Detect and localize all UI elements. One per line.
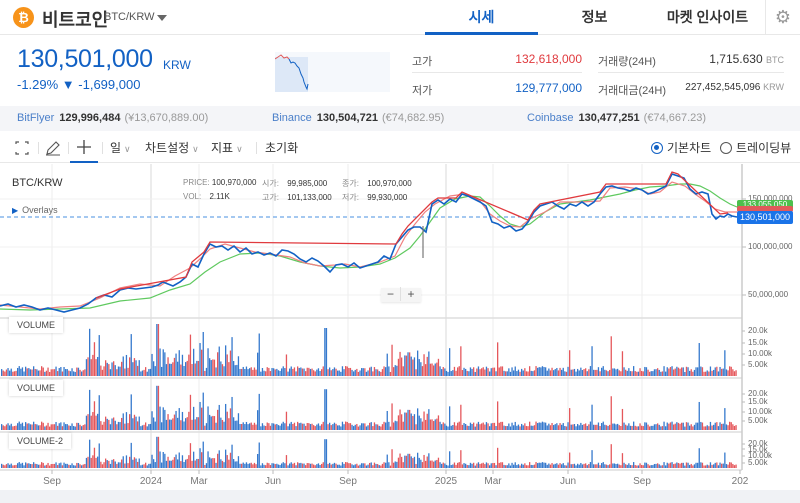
volume-panel-label[interactable]: VOLUME-2 bbox=[9, 433, 72, 449]
reset-button[interactable]: 초기화 bbox=[265, 141, 299, 155]
vol-axis-label: 20.0k bbox=[748, 326, 768, 335]
ohlc-close: 종가: 100,970,000 bbox=[342, 179, 412, 188]
coin-pair[interactable]: BTC/KRW bbox=[104, 11, 155, 23]
ohlc-volume: VOL: 2.11K bbox=[183, 192, 230, 201]
vol-axis-label: 5.00k bbox=[748, 416, 768, 425]
vol-axis-label: 10.00k bbox=[748, 407, 773, 416]
y-axis-label: 100,000,000 bbox=[748, 242, 793, 251]
mini-chart bbox=[274, 52, 390, 92]
exchange-prices: BitFlyer 129,996,484 (¥13,670,889.00) Bina… bbox=[0, 106, 800, 131]
x-axis-label: Sep bbox=[43, 476, 61, 487]
zoom-in-button[interactable]: + bbox=[407, 287, 415, 301]
ma-short-tag bbox=[737, 206, 793, 212]
price-panel: 130,501,000 KRW -1.29% ▼ -1,699,000 고가 1… bbox=[0, 35, 800, 105]
separator bbox=[68, 142, 69, 154]
exchange-bitflyer: BitFlyer 129,996,484 (¥13,670,889.00) bbox=[17, 112, 209, 124]
chevron-down-icon[interactable] bbox=[157, 15, 167, 21]
interval-dropdown[interactable]: 일 ∨ bbox=[110, 141, 131, 155]
price-chart[interactable]: BTC/KRW PRICE: 100,970,000 VOL: 2.11K 시가… bbox=[0, 164, 800, 490]
chart-pair-label: BTC/KRW bbox=[12, 177, 63, 189]
exchange-binance: Binance 130,504,721 (€74,682.95) bbox=[272, 112, 445, 124]
chart-settings-dropdown[interactable]: 차트설정 ∨ bbox=[145, 141, 199, 155]
current-price-tag: 130,501,000 bbox=[737, 211, 793, 224]
ma-price-tag: 133,055,050 bbox=[737, 200, 793, 210]
volume-bars bbox=[1, 324, 737, 376]
x-axis-label: 2024 bbox=[139, 476, 163, 487]
x-axis-label: Jun bbox=[559, 476, 577, 487]
vol-axis-label: 20.0k bbox=[748, 439, 768, 448]
y-axis-label: 50,000,000 bbox=[748, 290, 789, 299]
volume-panel-label[interactable]: VOLUME bbox=[9, 317, 64, 333]
high-value: 132,618,000 bbox=[515, 52, 582, 66]
vol-axis-label: 15.0k bbox=[748, 445, 768, 454]
fullscreen-icon[interactable] bbox=[14, 133, 32, 163]
pencil-icon[interactable] bbox=[44, 133, 62, 163]
crosshair-icon[interactable] bbox=[70, 133, 98, 163]
amount-label: 거래대금(24H) bbox=[598, 85, 666, 97]
volume-bars bbox=[1, 385, 737, 430]
header: ₿ 비트코인 BTC/KRW 시세 정보 마켓 인사이트 ⚙ bbox=[0, 0, 800, 35]
radio-tradingview[interactable]: 트레이딩뷰 bbox=[720, 133, 791, 163]
separator bbox=[102, 142, 103, 154]
volume-value: 1,715.630 BTC bbox=[709, 52, 784, 66]
vol-axis-label: 10.00k bbox=[748, 349, 773, 358]
current-price: 130,501,000 bbox=[17, 45, 153, 73]
amount-value: 227,452,545,096 KRW bbox=[685, 82, 784, 93]
tab-price[interactable]: 시세 bbox=[425, 0, 538, 35]
coin-name[interactable]: 비트코인 bbox=[42, 10, 109, 30]
triangle-right-icon: ▶ bbox=[12, 206, 19, 215]
radio-icon bbox=[720, 142, 732, 154]
vol-axis-label: 15.0k bbox=[748, 338, 768, 347]
x-axis-label: Mar bbox=[190, 476, 208, 487]
price-change: -1.29% ▼ -1,699,000 bbox=[17, 77, 141, 92]
ohlc-low: 저가: 99,930,000 bbox=[342, 193, 408, 202]
vol-axis-label: 5.00k bbox=[748, 360, 768, 369]
gear-icon[interactable]: ⚙ bbox=[765, 0, 800, 35]
zoom-control: − + bbox=[381, 287, 421, 302]
radio-icon bbox=[651, 142, 663, 154]
chart-toolbar: 일 ∨ 차트설정 ∨ 지표 ∨ 초기화 기본차트 트레이딩뷰 bbox=[0, 133, 800, 163]
divider bbox=[412, 72, 582, 73]
tab-info[interactable]: 정보 bbox=[581, 9, 608, 25]
zoom-out-button[interactable]: − bbox=[381, 287, 401, 301]
overlays-toggle[interactable]: ▶ Overlays bbox=[12, 205, 58, 215]
y-axis-label: 150,000,000 bbox=[748, 194, 793, 203]
vol-axis-label: 20.0k bbox=[748, 389, 768, 398]
exchange-coinbase: Coinbase 130,477,251 (€74,667.23) bbox=[527, 112, 707, 124]
ohlc-open: 시가: 99,985,000 bbox=[262, 179, 328, 188]
divider bbox=[598, 72, 784, 73]
separator bbox=[38, 142, 39, 154]
volume-panel-label[interactable]: VOLUME bbox=[9, 380, 64, 396]
ohlc-price: PRICE: 100,970,000 bbox=[183, 178, 257, 187]
bitcoin-icon: ₿ bbox=[13, 7, 34, 28]
vol-axis-label: 5.00k bbox=[748, 458, 768, 467]
ohlc-high: 고가: 101,133,000 bbox=[262, 193, 332, 202]
price-unit: KRW bbox=[163, 58, 191, 72]
radio-basic-chart[interactable]: 기본차트 bbox=[651, 133, 711, 163]
volume-bars bbox=[1, 436, 737, 468]
vol-axis-label: 10.00k bbox=[748, 451, 773, 460]
vol-axis-label: 15.0k bbox=[748, 397, 768, 406]
x-axis-label: 2025 bbox=[434, 476, 458, 487]
low-label: 저가 bbox=[412, 85, 433, 97]
x-axis-label: Sep bbox=[339, 476, 357, 487]
separator bbox=[256, 142, 257, 154]
high-label: 고가 bbox=[412, 56, 433, 68]
x-axis-label: Mar bbox=[484, 476, 502, 487]
x-axis-label: 202 bbox=[731, 476, 749, 487]
chart-canvas[interactable] bbox=[0, 164, 800, 490]
bottom-bar bbox=[0, 490, 800, 503]
tab-market-insight[interactable]: 마켓 인사이트 bbox=[666, 9, 749, 25]
low-value: 129,777,000 bbox=[515, 81, 582, 95]
x-axis-label: Jun bbox=[264, 476, 282, 487]
volume-label: 거래량(24H) bbox=[598, 56, 656, 68]
x-axis-label: Sep bbox=[633, 476, 651, 487]
indicators-dropdown[interactable]: 지표 ∨ bbox=[211, 141, 243, 155]
